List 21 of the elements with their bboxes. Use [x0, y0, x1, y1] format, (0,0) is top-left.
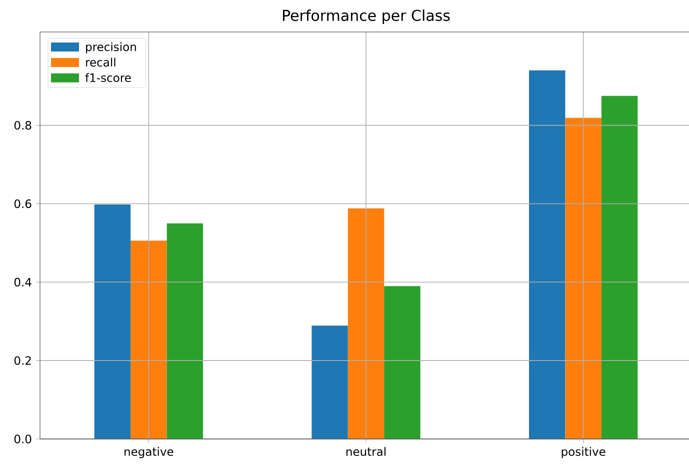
legend-label: f1-score [85, 73, 131, 82]
bar [312, 326, 348, 439]
y-tick-label: 0.4 [14, 278, 32, 286]
y-tick-label: 0.8 [14, 120, 32, 130]
bar [166, 223, 204, 439]
bar [601, 96, 638, 439]
y-tick-label: 0.0 [14, 434, 32, 444]
legend-label: recall [86, 58, 116, 67]
bar [565, 118, 602, 439]
x-tick-label: negative [124, 447, 174, 458]
bar [529, 70, 566, 439]
x-tick-label: positive [562, 447, 606, 458]
y-tick-label: 0.6 [14, 199, 32, 208]
chart-title: Performance per Class [282, 9, 450, 24]
bar [384, 286, 420, 439]
bar [94, 204, 131, 439]
legend-label: precision [86, 42, 136, 54]
bar [348, 208, 384, 439]
x-tick-label: neutral [346, 447, 386, 456]
y-tick-label: 0.2 [14, 356, 31, 365]
bar [130, 240, 167, 439]
